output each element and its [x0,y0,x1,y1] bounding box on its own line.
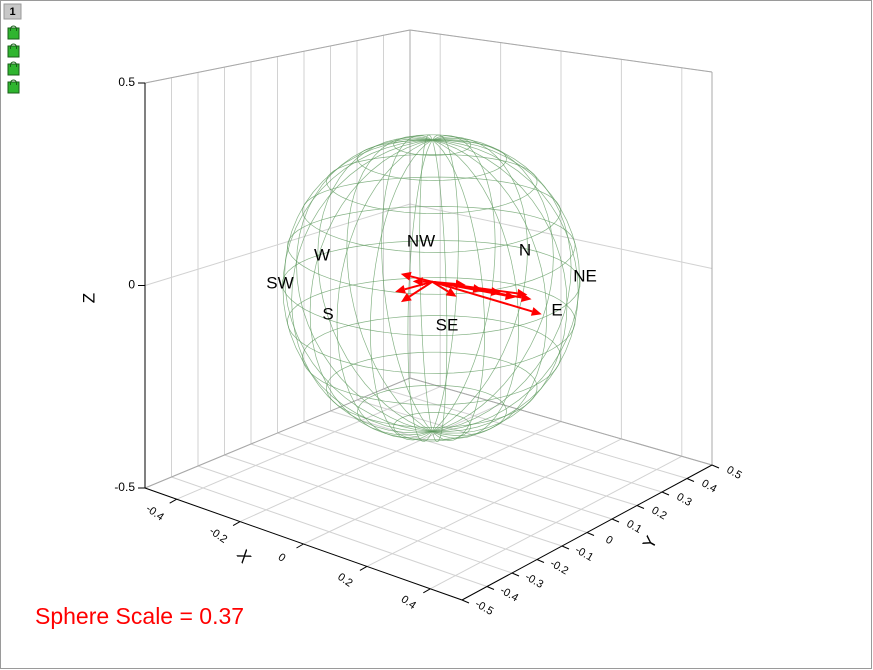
sphere-wire [309,139,433,436]
wall-edge [409,29,713,73]
compass-label: E [551,300,562,319]
sphere-wire [296,138,433,432]
vector-head [516,288,528,298]
lock-icon[interactable] [7,79,20,94]
vector-shaft [404,280,433,291]
vector-head [530,307,542,316]
y-tick [461,599,470,604]
sphere-wire [407,139,433,442]
vector-shaft [431,280,449,293]
layer-tab[interactable] [3,3,22,20]
y-tick [636,505,645,509]
compass-label: SW [266,273,293,292]
sphere-wire [431,139,448,442]
wall-edge [409,377,713,466]
grid-line [176,386,441,500]
sphere-wire [346,136,433,432]
sphere-wire [432,138,572,432]
compass-label: S [322,304,333,323]
vector-head [400,292,412,303]
vector-shaft [431,280,533,313]
compass-label: NE [573,266,597,285]
z-axis-title: Z [79,293,98,303]
x-tick [232,521,241,527]
y-tick [561,545,570,550]
vector-head [400,271,412,281]
grid-line [239,403,501,523]
grid-line [303,421,562,545]
sphere-wire [284,139,433,432]
vector-head [445,287,457,297]
grid-line [409,203,713,269]
sphere-wire [432,139,486,441]
x-tick [296,543,304,549]
sphere-wire [432,139,520,439]
sphere-scale-annotation: Sphere Scale = 0.37 [35,603,244,629]
compass-label: NW [407,231,435,250]
sphere-wire [370,139,433,441]
vector-head [412,277,423,287]
vector [431,280,542,316]
y-tick [661,491,670,496]
y-tick [536,559,545,563]
z-tick-label: 0 [128,278,135,292]
compass-label: N [519,240,531,259]
x-tick [169,498,177,504]
compass-label: SE [436,315,459,334]
x-tick-label: 0 [276,551,288,564]
x-tick [359,565,368,571]
vector-shaft [408,280,433,298]
sphere-wire [336,139,433,438]
y-tick [711,464,720,469]
y-tick [486,586,495,590]
vector-head [504,291,516,300]
sphere-wire [282,139,433,432]
y-tick [611,518,620,523]
vector [431,280,457,297]
grid-line [430,455,683,590]
z-tick-label: 0.5 [118,75,135,89]
compass-label: W [314,245,330,264]
y-tick-label: 0 [603,534,614,547]
vector-shaft [432,280,506,297]
layer-tab-label: 1 [9,6,15,18]
y-tick [686,478,695,482]
sphere-wire [291,139,433,434]
grid-line [144,203,411,286]
sphere-wire [432,135,496,432]
x-tick [423,588,431,594]
sphere-wire [432,139,548,436]
sphere-wire [432,139,579,432]
grid-line [366,438,622,567]
sphere-wire [432,138,554,432]
lock-icon[interactable] [7,61,20,76]
vector-head [395,284,406,294]
sphere-wire [432,139,568,434]
vector [395,280,433,294]
wall-edge [144,377,411,489]
vector [432,280,516,300]
vector [400,280,433,303]
sphere-wire [432,139,580,432]
lock-icon[interactable] [7,25,20,40]
lock-icon[interactable] [7,43,20,58]
vector [412,277,433,287]
sphere-wire [431,134,459,432]
lock-icons [7,25,20,94]
wall-edge [144,29,411,84]
z-tick-label: -0.5 [114,480,135,494]
y-tick [511,572,520,577]
y-tick [586,532,595,536]
